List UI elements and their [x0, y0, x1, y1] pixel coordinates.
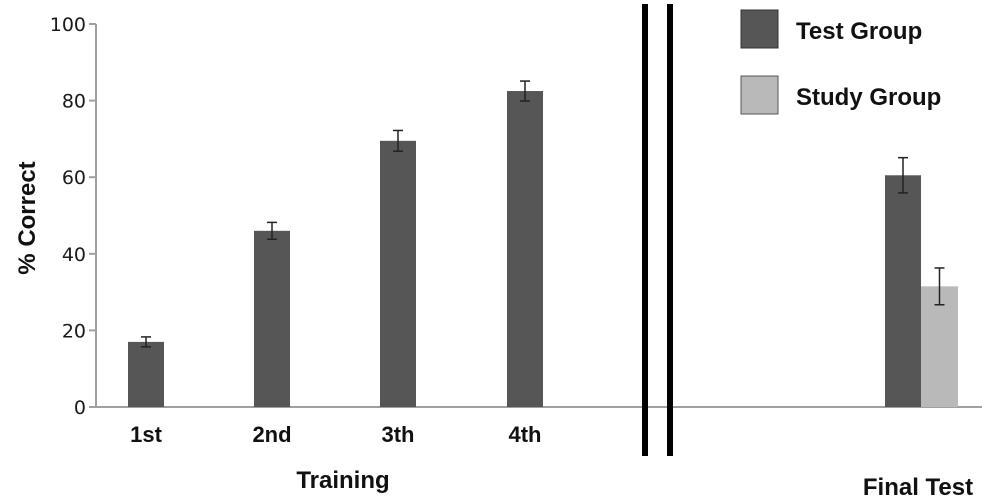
y-tick-label: 100 [50, 14, 86, 36]
y-tick-label: 0 [74, 397, 86, 419]
bars [128, 91, 958, 408]
category-label: 2nd [252, 422, 291, 447]
bar-test-group [380, 140, 416, 407]
legend-swatch-study-group [740, 75, 779, 115]
category-label: 4th [509, 422, 542, 447]
y-axis: 0 20 40 60 80 100 [50, 14, 97, 419]
y-tick-label: 60 [62, 167, 86, 189]
bar-test-group [254, 230, 290, 407]
legend: Test Group Study Group [740, 9, 941, 115]
bar-test-group [885, 175, 921, 407]
x-axis-title-training: Training [296, 467, 389, 494]
bar-test-group [128, 341, 164, 407]
legend-label-test-group: Test Group [796, 18, 922, 45]
category-labels: 1st 2nd 3th 4th [130, 422, 541, 447]
legend-swatch-test-group [740, 9, 779, 49]
error-bars [141, 80, 945, 348]
y-tick-label: 80 [62, 91, 86, 113]
y-axis-title: % Correct [14, 161, 41, 274]
y-tick-label: 40 [62, 244, 86, 266]
category-label: 3th [382, 422, 415, 447]
x-axis-title-final-test: Final Test [863, 474, 973, 496]
bar-test-group [507, 91, 543, 408]
panel-separator [642, 4, 673, 456]
y-tick-label: 20 [62, 320, 86, 342]
category-label: 1st [130, 422, 162, 447]
bar-study-group [921, 286, 958, 407]
legend-label-study-group: Study Group [796, 84, 941, 111]
